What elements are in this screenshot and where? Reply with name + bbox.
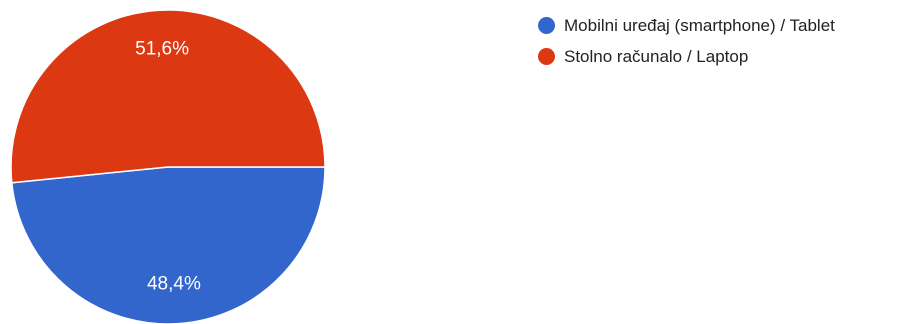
- pie-slice-mobile[interactable]: [10, 166, 326, 324]
- legend-swatch-desktop: [538, 48, 555, 65]
- legend-swatch-mobile: [538, 17, 555, 34]
- legend-label-desktop: Stolno računalo / Laptop: [564, 46, 749, 66]
- pie-label-mobile: 48,4%: [147, 274, 201, 295]
- pie-labels: 48,4% 51,6%: [135, 38, 201, 294]
- pie-label-desktop: 51,6%: [135, 38, 189, 59]
- pie-slices: [10, 9, 326, 324]
- legend-label-mobile: Mobilni uređaj (smartphone) / Tablet: [564, 15, 835, 35]
- legend-item-desktop[interactable]: Stolno računalo / Laptop: [538, 41, 835, 72]
- legend: Mobilni uređaj (smartphone) / Tablet Sto…: [538, 10, 835, 72]
- pie-slice-desktop[interactable]: [10, 9, 326, 184]
- legend-item-mobile[interactable]: Mobilni uređaj (smartphone) / Tablet: [538, 10, 835, 41]
